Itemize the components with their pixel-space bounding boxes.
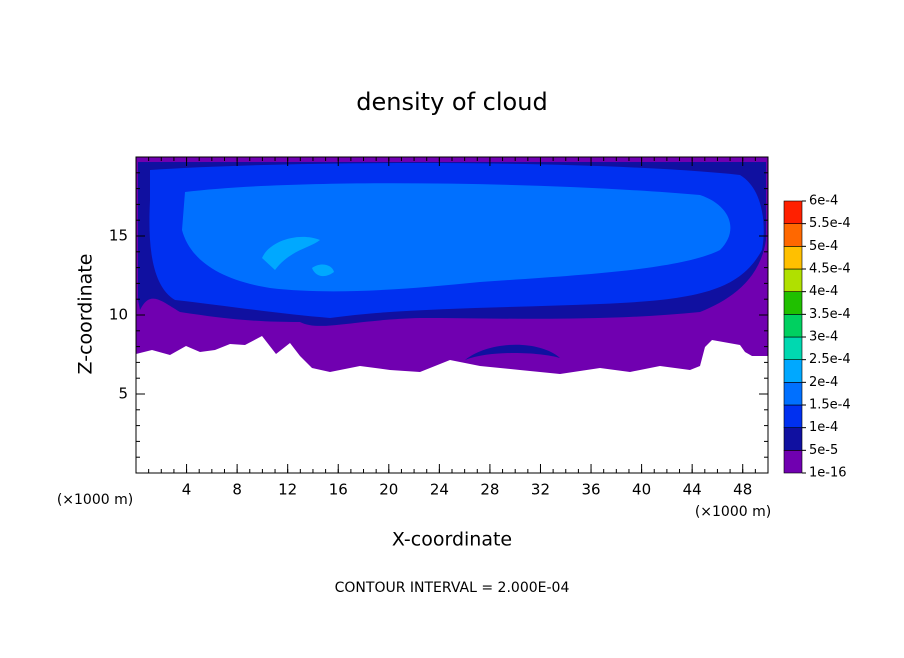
colorbar-label: 1e-4 xyxy=(809,420,838,435)
colorbar-label: 4e-4 xyxy=(809,284,838,299)
colorbar-label: 1.5e-4 xyxy=(809,398,851,413)
x-tick-label: 12 xyxy=(278,481,297,499)
colorbar-label: 4.5e-4 xyxy=(809,262,851,277)
colorbar-label: 3e-4 xyxy=(809,330,838,345)
contour-field xyxy=(136,157,768,374)
x-tick-label: 44 xyxy=(683,481,702,499)
colorbar-box xyxy=(783,450,803,474)
x-tick-label: 40 xyxy=(632,481,651,499)
colorbar: 1e-16 5e-5 1e-4 1.5e-4 2e-4 2.5e-4 3e-4 3.5e-4 4… xyxy=(783,194,851,481)
x-tick-label: 48 xyxy=(733,481,752,499)
colorbar-box xyxy=(783,314,803,338)
colorbar-box xyxy=(783,223,803,247)
colorbar-box xyxy=(783,382,803,406)
axes xyxy=(135,156,769,474)
colorbar-box xyxy=(783,404,803,428)
colorbar-label: 6e-4 xyxy=(809,194,838,209)
colorbar-box xyxy=(783,291,803,315)
colorbar-label: 2e-4 xyxy=(809,375,838,390)
field-region xyxy=(465,344,560,360)
colorbar-label: 2.5e-4 xyxy=(809,352,851,367)
x-axis-label: X-coordinate xyxy=(392,529,512,551)
colorbar-box xyxy=(783,427,803,451)
y-tick-label: 15 xyxy=(109,227,128,245)
x-unit-right: (×1000 m) xyxy=(695,504,771,520)
chart-title: density of cloud xyxy=(356,88,547,116)
x-tick-label: 32 xyxy=(531,481,550,499)
x-unit-left: (×1000 m) xyxy=(57,492,133,508)
colorbar-label: 3.5e-4 xyxy=(809,307,851,322)
x-tick-label: 16 xyxy=(329,481,348,499)
annotation: CONTOUR INTERVAL = 2.000E-04 xyxy=(335,580,570,596)
field-region xyxy=(182,183,731,292)
x-tick-label: 28 xyxy=(480,481,499,499)
y-axis-label: Z-coordinate xyxy=(75,254,97,375)
x-tick-label: 24 xyxy=(430,481,449,499)
colorbar-box xyxy=(783,246,803,270)
y-tick-label: 5 xyxy=(118,385,128,403)
field-region xyxy=(262,236,334,277)
y-tick-label: 10 xyxy=(109,306,128,324)
colorbar-box xyxy=(783,200,803,224)
colorbar-label: 5.5e-4 xyxy=(809,216,851,231)
colorbar-label: 1e-16 xyxy=(809,466,847,481)
colorbar-box xyxy=(783,359,803,383)
colorbar-label: 5e-5 xyxy=(809,443,838,458)
colorbar-box xyxy=(783,336,803,360)
colorbar-box xyxy=(783,268,803,292)
x-tick-label: 4 xyxy=(182,481,192,499)
x-tick-label: 20 xyxy=(379,481,398,499)
x-tick-label: 8 xyxy=(232,481,242,499)
x-tick-label: 36 xyxy=(581,481,600,499)
colorbar-label: 5e-4 xyxy=(809,239,838,254)
